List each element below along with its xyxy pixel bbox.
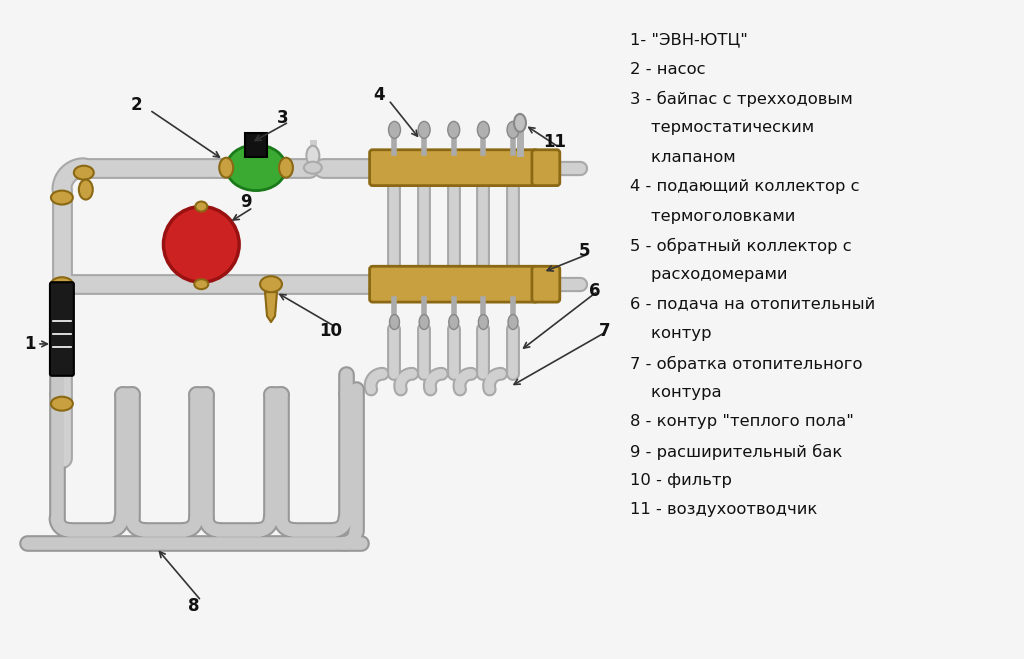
Circle shape	[164, 206, 240, 282]
FancyBboxPatch shape	[245, 133, 267, 157]
FancyBboxPatch shape	[531, 150, 560, 186]
Text: 11: 11	[544, 133, 566, 151]
Ellipse shape	[478, 314, 488, 330]
Ellipse shape	[388, 121, 400, 138]
Ellipse shape	[419, 314, 429, 330]
Ellipse shape	[226, 145, 286, 190]
Ellipse shape	[195, 279, 208, 289]
Text: 2: 2	[131, 96, 142, 114]
Ellipse shape	[447, 121, 460, 138]
FancyBboxPatch shape	[370, 150, 538, 186]
Text: 4: 4	[373, 86, 384, 104]
Ellipse shape	[74, 165, 94, 180]
Ellipse shape	[389, 314, 399, 330]
Text: 8: 8	[187, 597, 199, 615]
Ellipse shape	[79, 180, 93, 200]
Text: 10: 10	[319, 322, 342, 340]
Text: контура: контура	[630, 385, 721, 400]
Text: 6 - подача на отопительный: 6 - подача на отопительный	[630, 297, 874, 312]
Text: 7: 7	[599, 322, 610, 340]
FancyBboxPatch shape	[50, 282, 74, 376]
Text: 9: 9	[241, 192, 252, 210]
Ellipse shape	[306, 146, 319, 165]
Text: 4 - подающий коллектор с: 4 - подающий коллектор с	[630, 179, 859, 194]
Text: 1: 1	[25, 335, 36, 353]
Ellipse shape	[304, 161, 322, 174]
Ellipse shape	[508, 314, 518, 330]
Ellipse shape	[219, 158, 233, 178]
Text: 9 - расширительный бак: 9 - расширительный бак	[630, 444, 842, 460]
Ellipse shape	[196, 202, 207, 212]
Text: 8 - контур "теплого пола": 8 - контур "теплого пола"	[630, 414, 853, 429]
Ellipse shape	[51, 277, 73, 291]
Ellipse shape	[53, 293, 71, 305]
FancyBboxPatch shape	[531, 266, 560, 302]
Polygon shape	[265, 292, 278, 322]
Ellipse shape	[507, 121, 519, 138]
Text: 2 - насос: 2 - насос	[630, 62, 706, 76]
Ellipse shape	[418, 121, 430, 138]
FancyBboxPatch shape	[370, 266, 538, 302]
Ellipse shape	[514, 114, 526, 132]
Text: 7 - обратка отопительного: 7 - обратка отопительного	[630, 355, 862, 372]
Ellipse shape	[477, 121, 489, 138]
Text: термостатическим: термостатическим	[630, 121, 814, 135]
Text: 5: 5	[579, 243, 591, 260]
Ellipse shape	[260, 276, 282, 292]
Text: 10 - фильтр: 10 - фильтр	[630, 473, 731, 488]
Text: 1- "ЭВН-ЮТЦ": 1- "ЭВН-ЮТЦ"	[630, 32, 748, 47]
Ellipse shape	[51, 190, 73, 204]
Text: 11 - воздухоотводчик: 11 - воздухоотводчик	[630, 502, 817, 517]
Text: термоголовками: термоголовками	[630, 208, 795, 223]
Ellipse shape	[51, 397, 73, 411]
Text: расходомерами: расходомерами	[630, 268, 787, 282]
Ellipse shape	[279, 158, 293, 178]
Text: клапаном: клапаном	[630, 150, 735, 165]
Text: 6: 6	[589, 282, 600, 300]
Text: 3: 3	[278, 109, 289, 127]
Text: контур: контур	[630, 326, 711, 341]
Text: 5 - обратный коллектор с: 5 - обратный коллектор с	[630, 238, 851, 254]
Text: 3 - байпас с трехходовым: 3 - байпас с трехходовым	[630, 91, 852, 107]
Ellipse shape	[449, 314, 459, 330]
